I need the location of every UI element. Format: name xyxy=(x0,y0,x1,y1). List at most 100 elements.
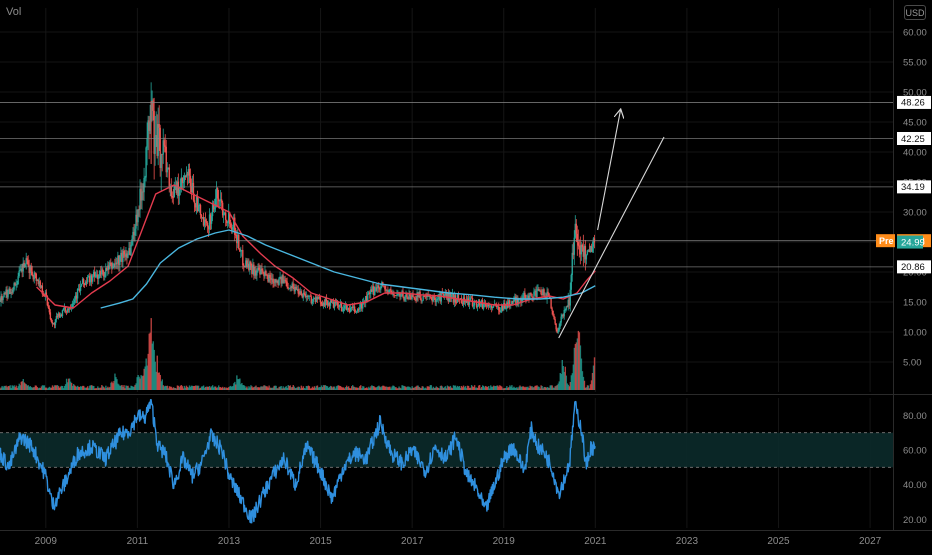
candle-body xyxy=(555,323,557,330)
volume-bar xyxy=(185,385,188,390)
candle-body xyxy=(135,214,137,229)
candle-body xyxy=(455,302,458,304)
candle-body xyxy=(332,301,335,308)
volume-bar xyxy=(65,378,68,390)
volume-bar xyxy=(19,385,21,390)
price-tag-label: 42.25 xyxy=(901,134,925,145)
volume-bar xyxy=(140,375,142,390)
time-tick-label: 2009 xyxy=(35,536,58,547)
candle-body xyxy=(322,302,325,306)
volume-bar xyxy=(556,385,558,390)
candle-body xyxy=(408,293,410,300)
candle-body xyxy=(190,186,193,193)
volume-bar xyxy=(577,330,580,390)
volume-bar xyxy=(143,368,145,390)
candle-body xyxy=(428,295,430,297)
candle-body xyxy=(436,299,438,301)
candle-body xyxy=(579,245,582,255)
candle-body xyxy=(2,297,4,301)
candle-body xyxy=(499,310,501,312)
candle-body xyxy=(6,289,8,298)
candle-body xyxy=(289,287,291,289)
candle-body xyxy=(34,272,36,274)
volume-bar xyxy=(579,345,582,390)
candle-body xyxy=(223,212,226,214)
volume-bar xyxy=(119,385,121,390)
volume-bar xyxy=(169,386,172,390)
candle-body xyxy=(125,253,127,257)
candle-body xyxy=(430,296,432,298)
candle-body xyxy=(540,290,542,294)
volume-bar xyxy=(478,385,481,390)
candle-body xyxy=(212,203,215,210)
volume-bar xyxy=(200,386,203,390)
volume-bar xyxy=(235,384,237,390)
candle-body xyxy=(338,305,341,307)
currency-button[interactable]: USD xyxy=(904,5,926,20)
candle-body xyxy=(578,245,581,247)
volume-bar xyxy=(525,386,527,390)
candle-body xyxy=(366,295,368,301)
candle-body xyxy=(328,302,331,306)
volume-bar xyxy=(198,388,201,390)
candle-body xyxy=(33,272,35,280)
candle-body xyxy=(50,319,53,323)
volume-bar xyxy=(201,386,204,390)
volume-bar xyxy=(57,386,60,390)
candle-body xyxy=(432,295,434,302)
volume-bar xyxy=(276,388,278,390)
volume-bar xyxy=(481,385,484,390)
candle-body xyxy=(76,289,79,299)
candle-body xyxy=(335,302,338,304)
volume-bar xyxy=(375,387,377,390)
volume-bar xyxy=(407,386,409,390)
candle-body xyxy=(325,297,328,302)
volume-bar xyxy=(94,388,96,390)
volume-bar xyxy=(0,387,2,390)
volume-bar xyxy=(124,388,126,390)
candle-body xyxy=(348,309,351,312)
volume-bar xyxy=(304,388,307,390)
volume-bar xyxy=(227,388,229,390)
candle-body xyxy=(407,297,409,300)
volume-bar xyxy=(176,385,179,390)
candle-body xyxy=(350,306,353,308)
candle-body xyxy=(258,267,260,270)
volume-bar xyxy=(43,385,46,390)
candle-body xyxy=(7,289,9,298)
volume-bar xyxy=(155,371,157,390)
candle-body xyxy=(372,286,374,292)
volume-bar xyxy=(294,388,296,390)
candle-body xyxy=(205,221,208,223)
volume-bar xyxy=(511,385,513,390)
candle-body xyxy=(312,299,315,302)
volume-bar xyxy=(230,385,232,390)
volume-bar xyxy=(404,386,406,390)
candle-body xyxy=(13,283,15,290)
candle-body xyxy=(160,153,162,168)
candle-body xyxy=(213,207,216,210)
volume-bar xyxy=(495,386,497,390)
volume-bar xyxy=(533,387,535,390)
candle-body xyxy=(581,244,584,248)
volume-bar xyxy=(0,388,1,390)
volume-bar xyxy=(267,387,269,390)
candle-body xyxy=(358,307,361,310)
candle-body xyxy=(442,293,444,298)
candle-body xyxy=(333,301,336,308)
volume-bar xyxy=(494,386,496,390)
volume-bar xyxy=(221,387,223,390)
candle-body xyxy=(159,127,161,168)
volume-bar xyxy=(275,385,277,390)
candle-body xyxy=(489,305,492,307)
candle-body xyxy=(110,262,112,264)
price-tick-label: 45.00 xyxy=(903,118,927,129)
candle-body xyxy=(373,286,375,296)
candle-body xyxy=(355,311,358,313)
volume-bar xyxy=(571,373,574,390)
candle-body xyxy=(261,268,263,271)
volume-bar xyxy=(453,385,456,390)
volume-bar xyxy=(519,385,521,390)
